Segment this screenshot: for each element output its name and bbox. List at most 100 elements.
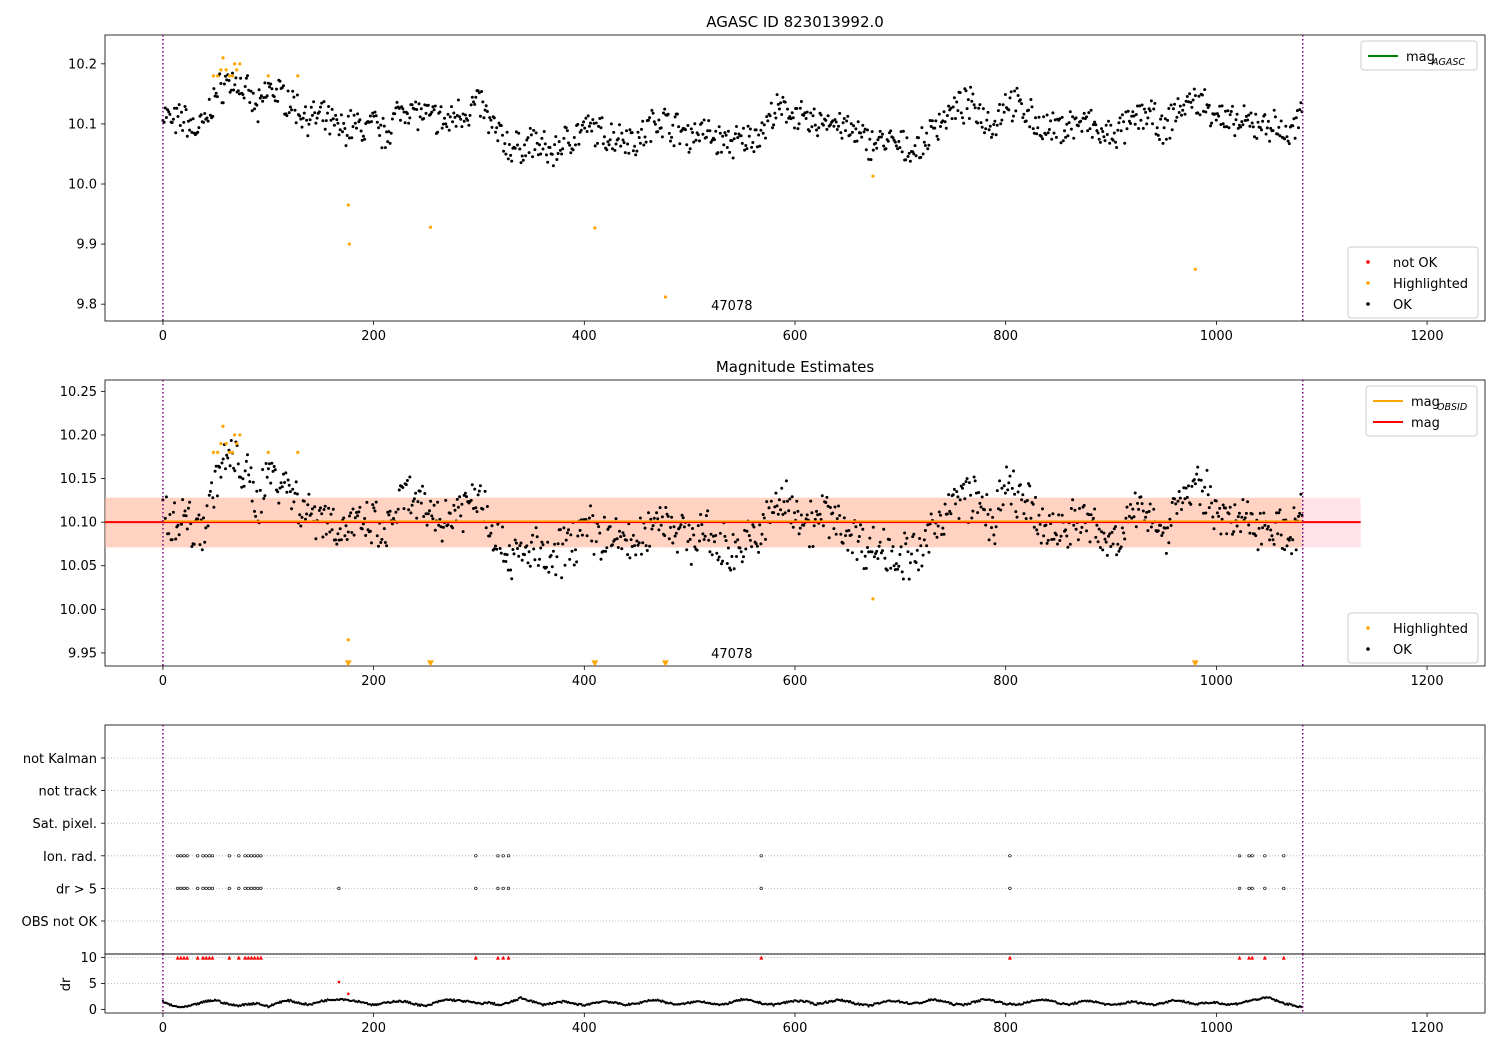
ok-point — [1042, 534, 1046, 538]
ok-point — [1297, 126, 1300, 130]
ok-point — [1175, 115, 1179, 119]
ok-point — [1125, 127, 1129, 131]
ok-point — [382, 527, 386, 531]
ok-point — [790, 111, 794, 115]
ok-point — [251, 480, 255, 484]
ok-point — [414, 491, 418, 495]
ok-point — [409, 511, 413, 515]
highlighted-point — [266, 450, 270, 454]
ok-point — [920, 126, 924, 130]
ok-point — [608, 138, 612, 142]
highlighted-point — [219, 442, 223, 446]
ok-point — [1053, 118, 1057, 122]
ok-point — [1059, 534, 1063, 538]
ion-rad-flag-point — [204, 854, 208, 858]
ok-point — [1068, 110, 1072, 114]
ok-point — [542, 130, 546, 133]
ok-point — [350, 136, 354, 140]
ok-point — [417, 102, 421, 106]
ok-point — [1229, 110, 1233, 113]
ok-point — [896, 147, 900, 151]
ion-rad-flag-point — [1008, 854, 1012, 858]
ok-point — [1029, 516, 1033, 520]
ok-point — [1225, 532, 1229, 536]
ok-point — [696, 524, 700, 528]
ok-point — [634, 553, 638, 557]
ok-point — [810, 511, 814, 515]
ok-point — [1187, 484, 1190, 488]
ok-point — [596, 141, 599, 145]
dr-point — [1166, 1001, 1169, 1004]
ok-point — [343, 127, 347, 130]
ok-point — [339, 538, 343, 542]
off-scale-marker — [344, 660, 352, 667]
ok-point — [983, 508, 986, 512]
ok-point — [626, 553, 630, 557]
ok-point — [1105, 133, 1109, 136]
ok-point — [716, 558, 720, 562]
ok-point — [320, 101, 324, 105]
ok-point — [1060, 513, 1064, 517]
ok-point — [219, 475, 223, 479]
ok-point — [214, 464, 218, 468]
ok-point — [507, 143, 511, 146]
y-tick-label: 10.2 — [68, 57, 97, 72]
ok-point — [693, 545, 697, 549]
ok-point — [249, 89, 253, 93]
ok-point — [257, 88, 261, 92]
ok-point — [329, 512, 333, 516]
dr5-flag-point — [1263, 886, 1267, 891]
ok-point — [965, 477, 969, 481]
highlighted-point — [871, 174, 875, 178]
ok-point — [856, 539, 860, 543]
ok-point — [905, 136, 909, 140]
dr5-flag-point — [176, 886, 180, 891]
ok-point — [598, 531, 602, 535]
ok-point — [1045, 541, 1049, 545]
legend-label: OK — [1393, 643, 1412, 658]
ok-point — [550, 152, 554, 156]
ok-point — [871, 525, 875, 529]
ok-point — [1242, 104, 1246, 108]
dr-capped-marker — [175, 955, 180, 960]
highlighted-point — [238, 433, 242, 437]
ok-point — [731, 533, 735, 536]
ok-point — [1145, 122, 1149, 126]
ok-point — [1091, 516, 1095, 520]
highlighted-point — [216, 74, 220, 78]
ok-point — [243, 85, 247, 88]
ok-point — [186, 506, 190, 510]
ok-point — [506, 157, 510, 161]
ok-point — [428, 509, 431, 513]
ok-point — [287, 111, 291, 115]
ok-point — [397, 106, 401, 110]
ok-point — [307, 122, 311, 126]
ok-point — [605, 148, 609, 152]
ok-point — [897, 564, 901, 568]
ok-point — [205, 504, 209, 508]
ok-point — [572, 136, 576, 139]
ok-point — [935, 134, 939, 138]
ok-point — [1225, 125, 1229, 129]
ok-point — [272, 95, 276, 99]
ok-point — [1014, 510, 1018, 514]
y-tick-label: 9.9 — [76, 238, 97, 253]
dr-point — [519, 996, 523, 999]
highlighted-point — [593, 226, 597, 230]
ok-point — [615, 537, 619, 541]
y-tick-label: 10.0 — [68, 178, 97, 193]
ok-point — [1051, 512, 1055, 516]
ok-point — [452, 503, 456, 507]
ok-point — [1196, 111, 1200, 115]
ok-point — [919, 544, 923, 548]
ok-point — [1191, 98, 1195, 102]
obsid-annotation: 47078 — [711, 299, 752, 314]
ok-point — [888, 538, 891, 542]
ok-point — [973, 479, 977, 483]
ok-point — [279, 481, 283, 485]
ok-point — [894, 144, 898, 148]
ok-point — [783, 511, 787, 515]
ok-point — [385, 130, 389, 134]
ok-point — [554, 573, 558, 577]
ok-point — [926, 523, 930, 527]
